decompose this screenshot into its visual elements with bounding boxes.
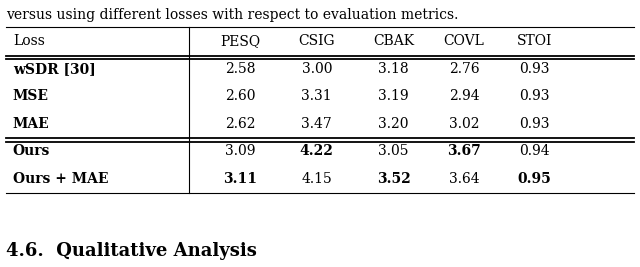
Text: Ours + MAE: Ours + MAE xyxy=(13,172,108,186)
Text: 0.94: 0.94 xyxy=(519,144,550,158)
Text: 3.52: 3.52 xyxy=(377,172,410,186)
Text: 2.76: 2.76 xyxy=(449,62,479,76)
Text: 3.09: 3.09 xyxy=(225,144,255,158)
Text: 4.15: 4.15 xyxy=(301,172,332,186)
Text: MAE: MAE xyxy=(13,117,49,131)
Text: 0.93: 0.93 xyxy=(519,117,550,131)
Text: 2.58: 2.58 xyxy=(225,62,255,76)
Text: 3.64: 3.64 xyxy=(449,172,479,186)
Text: 3.19: 3.19 xyxy=(378,89,409,103)
Text: Ours: Ours xyxy=(13,144,50,158)
Text: 3.05: 3.05 xyxy=(378,144,409,158)
Text: 2.62: 2.62 xyxy=(225,117,255,131)
Text: 3.47: 3.47 xyxy=(301,117,332,131)
Text: 0.93: 0.93 xyxy=(519,89,550,103)
Text: 3.00: 3.00 xyxy=(301,62,332,76)
Text: 3.18: 3.18 xyxy=(378,62,409,76)
Text: wSDR [30]: wSDR [30] xyxy=(13,62,95,76)
Text: 3.11: 3.11 xyxy=(223,172,257,186)
Text: 3.31: 3.31 xyxy=(301,89,332,103)
Text: Loss: Loss xyxy=(13,34,45,48)
Text: MSE: MSE xyxy=(13,89,49,103)
Text: 4.22: 4.22 xyxy=(300,144,333,158)
Text: 3.20: 3.20 xyxy=(378,117,409,131)
Text: 3.02: 3.02 xyxy=(449,117,479,131)
Text: 0.93: 0.93 xyxy=(519,62,550,76)
Text: 3.67: 3.67 xyxy=(447,144,481,158)
Text: 2.94: 2.94 xyxy=(449,89,479,103)
Text: CBAK: CBAK xyxy=(373,34,414,48)
Text: versus using different losses with respect to evaluation metrics.: versus using different losses with respe… xyxy=(6,8,459,22)
Text: CSIG: CSIG xyxy=(298,34,335,48)
Text: COVL: COVL xyxy=(444,34,484,48)
Text: 2.60: 2.60 xyxy=(225,89,255,103)
Text: 0.95: 0.95 xyxy=(518,172,551,186)
Text: STOI: STOI xyxy=(516,34,552,48)
Text: PESQ: PESQ xyxy=(220,34,260,48)
Text: 4.6.  Qualitative Analysis: 4.6. Qualitative Analysis xyxy=(6,242,257,260)
